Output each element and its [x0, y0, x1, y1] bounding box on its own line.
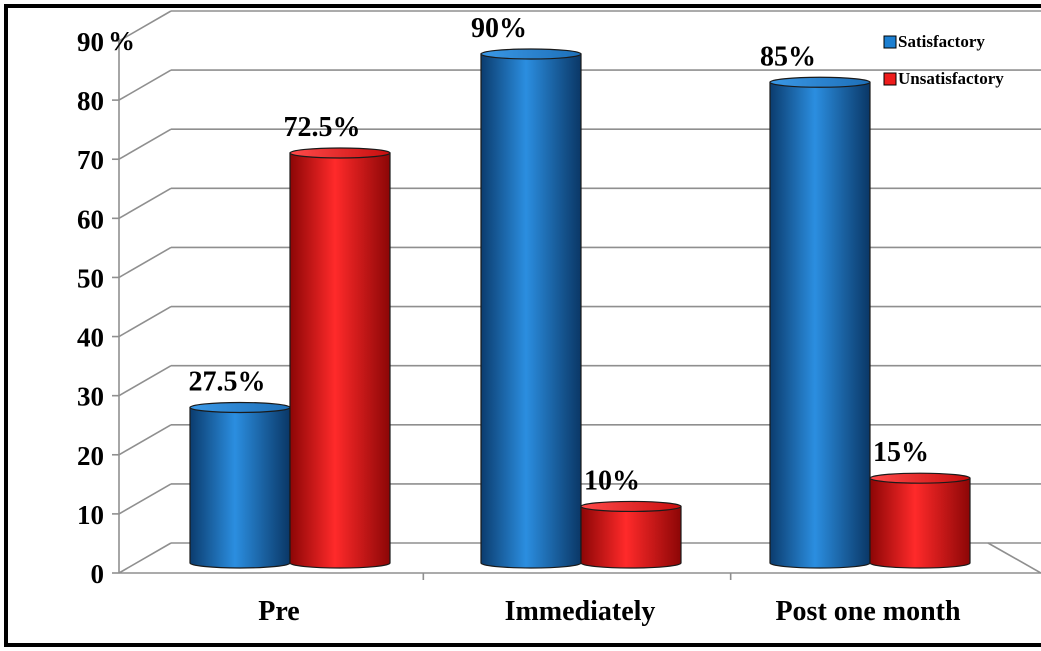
legend-item-satisfactory: Satisfactory: [883, 32, 985, 51]
data-labels: 27.5% 90% 85% 72.5% 10% 15%: [189, 13, 930, 496]
y-tick-label: 70: [77, 145, 104, 175]
side-gridline: [118, 128, 172, 160]
legend-item-unsatisfactory: Unsatisfactory: [883, 69, 1004, 88]
data-label: 15%: [873, 437, 929, 468]
y-tick-label: 0: [91, 559, 105, 589]
side-gridline: [118, 187, 172, 220]
bar-body: [289, 152, 391, 569]
legend: Satisfactory Unsatisfactory: [883, 32, 1004, 88]
x-tick-label: Post one month: [775, 596, 961, 627]
x-tick-label: Immediately: [505, 596, 656, 627]
legend-swatch: [883, 35, 897, 49]
floor-edge: [987, 542, 1041, 574]
side-gridline: [118, 69, 172, 101]
bar-satisfactory-1: [480, 48, 582, 569]
bar-top: [189, 401, 291, 414]
bar-body: [869, 477, 971, 569]
y-tick-label: 90: [77, 27, 104, 57]
bars: [189, 48, 971, 569]
y-tick-label: 10: [77, 500, 104, 530]
bar-top: [289, 147, 391, 159]
side-gridline: [118, 364, 172, 397]
data-label: 27.5%: [189, 366, 266, 397]
y-tick-label: 40: [77, 323, 104, 353]
bar-unsatisfactory-1: [580, 500, 682, 569]
legend-label: Unsatisfactory: [898, 69, 1004, 88]
y-unit-label: %: [108, 26, 135, 56]
bar-satisfactory-2: [769, 76, 871, 569]
data-label: 10%: [584, 465, 640, 496]
data-label: 85%: [760, 41, 816, 72]
y-tick-label: 20: [77, 441, 104, 471]
x-tick-label: Pre: [258, 596, 299, 627]
bar-unsatisfactory-0: [289, 147, 391, 569]
bar-body: [580, 505, 682, 569]
bar-top: [769, 76, 871, 88]
bar-unsatisfactory-2: [869, 472, 971, 569]
data-label: 72.5%: [284, 112, 361, 143]
legend-swatch: [883, 72, 897, 86]
side-gridline: [118, 424, 172, 456]
side-gridline: [118, 10, 172, 42]
bar-top: [480, 48, 582, 60]
bar-top: [869, 472, 971, 484]
side-gridline: [118, 542, 172, 574]
y-tick-label: 80: [77, 86, 104, 116]
bar-body: [769, 81, 871, 569]
axes: 0 10 20 30 40 50 60 70 80 90 % Pre Immediately Post o…: [77, 26, 1041, 627]
y-tick-label: 50: [77, 263, 104, 293]
y-tick-label: 30: [77, 382, 104, 412]
bar-body: [480, 53, 582, 569]
side-gridline: [118, 305, 172, 338]
data-label: 90%: [471, 13, 527, 44]
side-gridline: [118, 483, 172, 515]
bar-top: [580, 500, 682, 513]
bar-satisfactory-0: [189, 401, 291, 569]
bar-body: [189, 406, 291, 569]
legend-label: Satisfactory: [898, 32, 985, 51]
side-gridline: [118, 246, 172, 279]
y-tick-label: 60: [77, 204, 104, 234]
